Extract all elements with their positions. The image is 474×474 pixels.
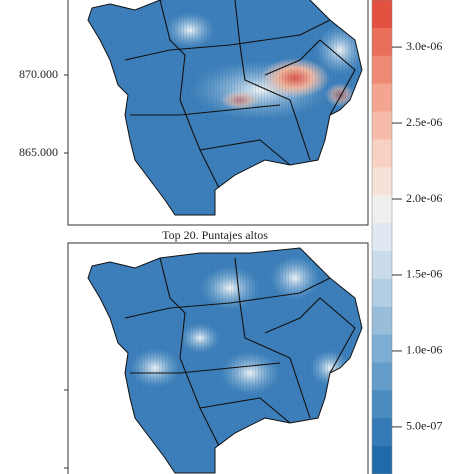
colorbar-band [372,334,392,363]
colorbar-band [372,27,392,57]
colorbar-band [372,306,392,336]
colorbar-tick-label: 1.5e-06 [406,267,442,281]
colorbar-tick-label: 2.0e-06 [406,191,442,205]
colorbar-band [372,278,392,308]
colorbar-band [372,446,392,474]
colorbar-band [372,195,392,224]
panel-title: Top 20. Puntajes altos [162,228,268,242]
y-tick-label: 865.000 [19,145,58,159]
colorbar-band [372,418,392,447]
colorbar-band [372,139,392,168]
colorbar-tick-label: 5.0e-07 [406,419,442,433]
y-tick-label: 875.000 [19,0,58,3]
map-panel [67,242,369,474]
colorbar [371,0,393,474]
colorbar-band [372,223,392,252]
colorbar-band [372,111,392,140]
map-panel [67,0,369,226]
colorbar-band [372,167,392,196]
colorbar-tick-label: 2.5e-06 [406,115,442,129]
y-tick-label: 870.000 [19,67,58,81]
colorbar-band [372,55,392,85]
colorbar-band [372,0,392,29]
colorbar-band [372,362,392,391]
colorbar-tick-label: 1.0e-06 [406,343,442,357]
colorbar-band [372,83,392,113]
colorbar-tick-label: 3.0e-06 [406,39,442,53]
colorbar-frame [371,0,393,474]
colorbar-band [372,390,392,419]
colorbar-band [372,250,392,280]
